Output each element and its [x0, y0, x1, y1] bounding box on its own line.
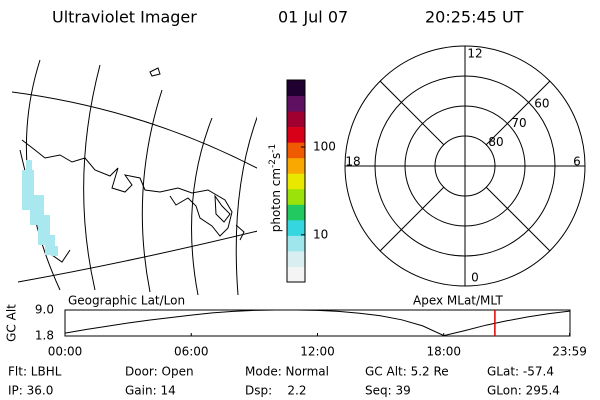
radial-line	[485, 80, 551, 146]
color-step	[287, 219, 305, 236]
color-step	[287, 80, 305, 97]
y-tick-label: 1.8	[35, 329, 54, 343]
lon-line	[141, 89, 163, 293]
x-tick-label: 12:00	[300, 345, 335, 359]
color-step	[287, 235, 305, 252]
unit: photon cm	[269, 168, 283, 232]
info-field: Door: Open	[125, 365, 194, 379]
color-step	[287, 142, 305, 159]
map	[12, 59, 257, 295]
lat-label: 70	[511, 116, 526, 130]
footer: Flt: LBHL Door: Open Mode: Normal GC Alt: 5…	[8, 365, 560, 398]
time: 20:25:45 UT	[425, 8, 524, 27]
radial-line	[379, 80, 445, 146]
title: Ultraviolet Imager	[52, 8, 197, 27]
color-step	[287, 188, 305, 205]
lat-line	[12, 91, 257, 169]
coastline	[149, 67, 161, 77]
color-step	[287, 111, 305, 128]
unit: s	[269, 153, 283, 159]
colorbar-frame	[286, 79, 306, 283]
mlt-label: 6	[573, 155, 581, 169]
colorbar-label: photon cm-2s-1	[268, 144, 283, 233]
radial-line	[379, 186, 445, 252]
altitude-plot: Geographic Lat/Lon Apex MLat/MLT GC Alt 9.0…	[5, 294, 587, 359]
x-tick-label: 00:00	[48, 345, 83, 359]
color-step	[287, 95, 305, 112]
info-field: Mode: Normal	[245, 365, 329, 379]
date: 01 Jul 07	[278, 8, 348, 27]
x-tick-label: 23:59	[552, 345, 587, 359]
coastline	[235, 224, 245, 241]
info-field: Seq: 39	[365, 384, 411, 398]
y-label: GC Alt	[5, 304, 19, 342]
info-field: IP: 36.0	[8, 384, 53, 398]
color-step	[287, 173, 305, 190]
y-tick-label: 9.0	[35, 303, 54, 317]
info-field: GLat: -57.4	[487, 365, 554, 379]
tick-label: 10	[313, 227, 328, 241]
tick-label: 100	[313, 140, 336, 154]
color-step	[287, 157, 305, 174]
mlt-label: 12	[467, 47, 482, 61]
left-label: Geographic Lat/Lon	[68, 294, 185, 308]
info-field: Dsp: 2.2	[245, 384, 307, 398]
mlt-label: 0	[471, 271, 479, 285]
info-field: GLon: 295.4	[487, 384, 560, 398]
mlt-label: 18	[345, 155, 360, 169]
aurora	[22, 160, 58, 256]
info-field: GC Alt: 5.2 Re	[365, 365, 449, 379]
color-step	[287, 266, 305, 283]
coastline	[214, 194, 231, 223]
lon-line	[235, 116, 257, 295]
x-tick-label: 06:00	[174, 345, 209, 359]
radial-line	[485, 186, 551, 252]
colorbar: 10 100	[286, 79, 336, 283]
exponent: -1	[268, 144, 278, 153]
lat-label: 80	[488, 135, 503, 149]
color-step	[287, 250, 305, 267]
altitude-line	[64, 309, 570, 337]
color-step	[287, 204, 305, 221]
lat-line	[17, 230, 257, 283]
x-tick-label: 18:00	[426, 345, 461, 359]
lon-line	[191, 117, 213, 295]
info-field: Gain: 14	[125, 384, 176, 398]
info-field: Flt: LBHL	[8, 365, 62, 379]
lon-line	[83, 64, 101, 291]
color-step	[287, 126, 305, 143]
lat-label: 60	[534, 97, 549, 111]
coastline	[21, 139, 233, 237]
right-label: Apex MLat/MLT	[413, 294, 503, 308]
exponent: -2	[268, 159, 278, 168]
